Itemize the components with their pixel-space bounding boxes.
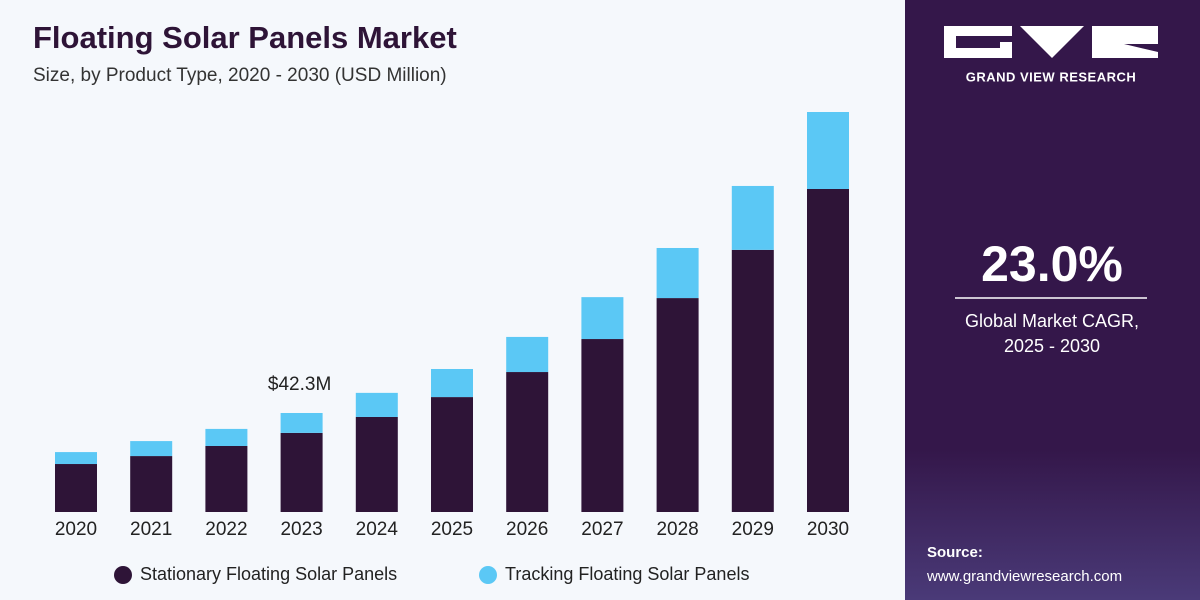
x-tick-label: 2023: [280, 519, 322, 540]
bar-segment: [431, 368, 473, 398]
bar-segment: [130, 441, 173, 457]
x-tick-label: 2028: [656, 519, 698, 540]
x-tick-label: 2022: [205, 519, 247, 540]
bar-segment: [280, 412, 323, 433]
bar-segment: [656, 247, 699, 299]
bar-segment: [506, 372, 549, 512]
x-tick-label: 2025: [431, 519, 473, 540]
bar-segment: [355, 416, 398, 512]
cagr-period: 2025 - 2030: [1004, 336, 1100, 356]
cagr-label: Global Market CAGR,: [965, 311, 1139, 331]
legend-label: Tracking Floating Solar Panels: [505, 564, 749, 584]
x-tick-label: 2027: [581, 519, 623, 540]
source-label: Source:: [927, 544, 983, 561]
bar-segment: [731, 249, 774, 512]
x-tick-label: 2024: [356, 519, 399, 540]
legend-marker: [114, 566, 132, 584]
bar-segment: [807, 189, 849, 512]
chart-subtitle: Size, by Product Type, 2020 - 2030 (USD …: [33, 65, 447, 86]
x-tick-label: 2030: [807, 519, 849, 540]
legend-label: Stationary Floating Solar Panels: [140, 564, 397, 584]
bar-segment: [205, 428, 248, 446]
bar-segment: [280, 432, 323, 512]
source-url: www.grandviewresearch.com: [926, 568, 1122, 585]
bar-segment: [130, 456, 173, 512]
bar-segment: [581, 297, 624, 340]
bar-segment: [55, 464, 97, 512]
logo: [944, 26, 1158, 58]
x-tick-label: 2021: [130, 519, 172, 540]
bar-segment: [431, 397, 473, 512]
bar-segment: [205, 445, 248, 512]
bar-segment: [731, 185, 774, 250]
chart-title: Floating Solar Panels Market: [33, 20, 457, 55]
cagr-value: 23.0%: [981, 236, 1123, 292]
bar-segment: [55, 452, 97, 465]
x-tick-label: 2026: [506, 519, 548, 540]
data-label: $42.3M: [268, 374, 331, 395]
side-panel: [905, 0, 1200, 600]
bar-segment: [506, 336, 549, 373]
x-tick-label: 2029: [732, 519, 774, 540]
bar-segment: [656, 298, 699, 512]
x-tick-label: 2020: [55, 519, 97, 540]
bar-segment: [355, 392, 398, 417]
brand-name: GRAND VIEW RESEARCH: [966, 69, 1137, 84]
bar-segment: [807, 112, 849, 190]
legend-marker: [479, 566, 497, 584]
bar-segment: [581, 339, 624, 512]
